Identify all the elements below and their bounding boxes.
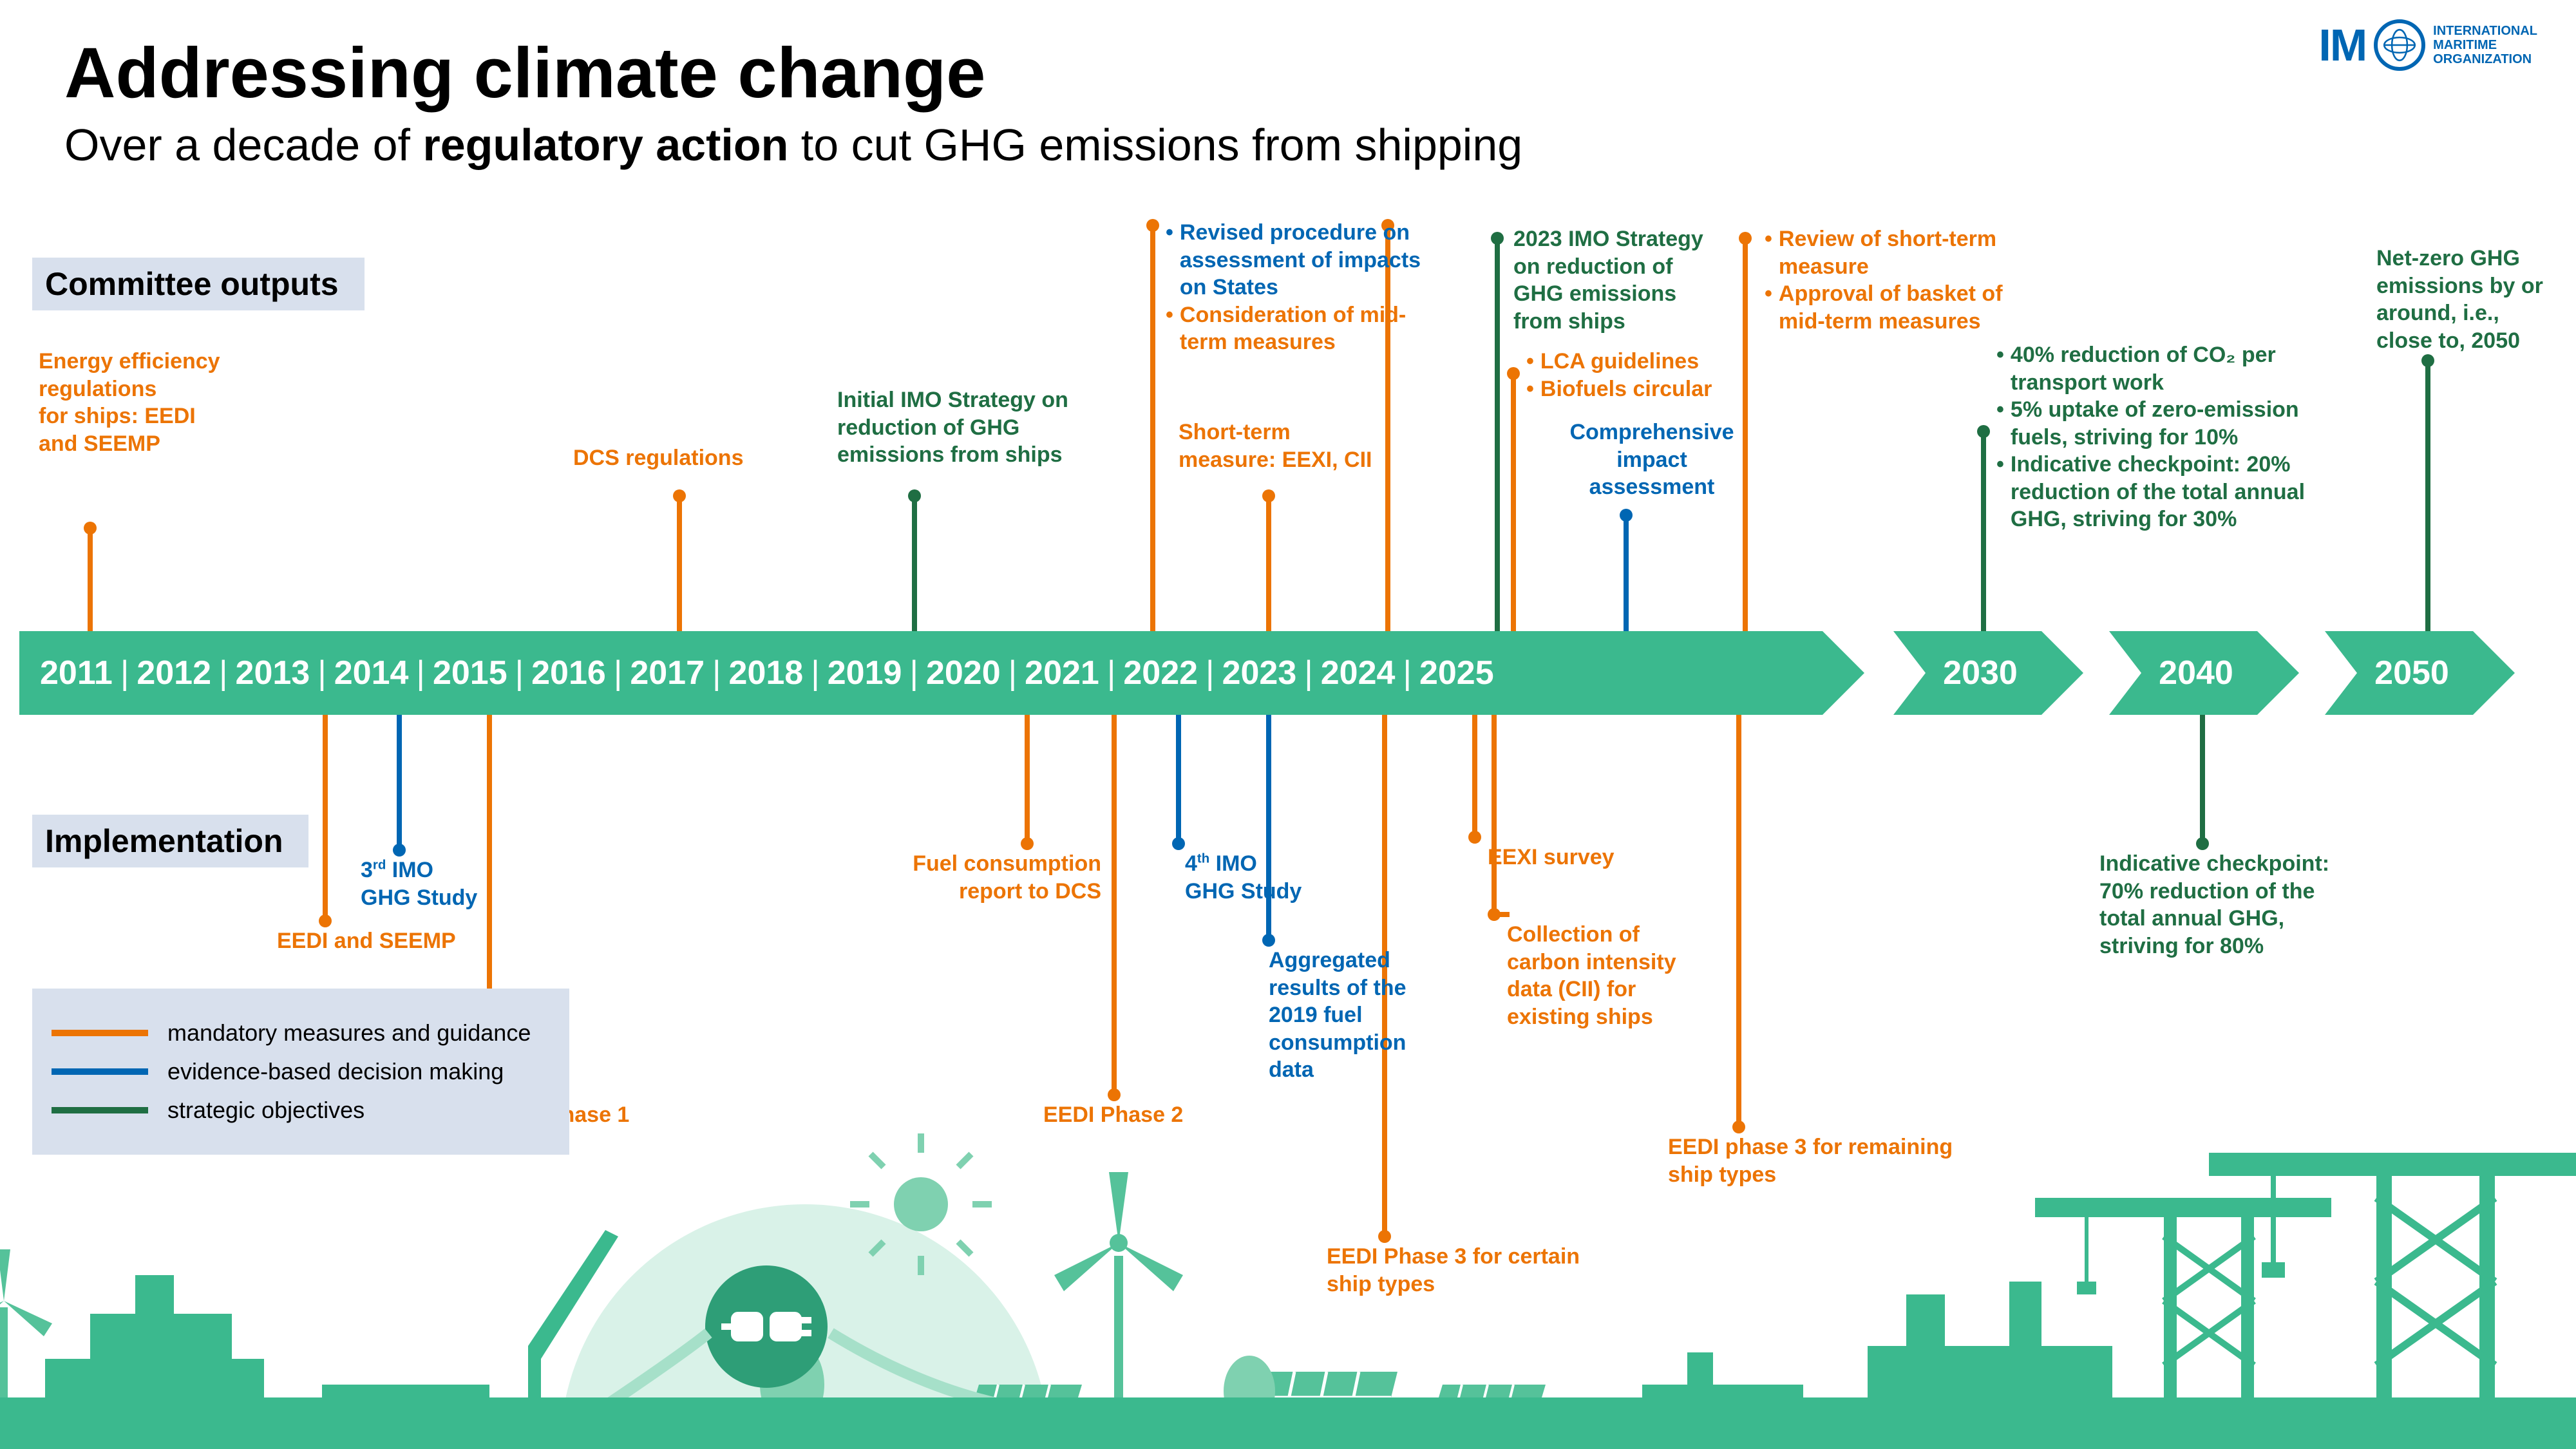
annotation-stem-a-2050-netzero (2425, 361, 2430, 631)
year-separator: | (712, 654, 721, 692)
annotation-stem-a-2016-dcs (677, 496, 682, 631)
timeline-year-2015: 2015 (425, 654, 515, 692)
timeline-year-2017: 2017 (622, 654, 712, 692)
annotation-stem-a-2020-revised (1150, 225, 1155, 631)
annotation-a-2020-revised: •Revised procedure on assessment of impa… (1166, 219, 1449, 356)
annotation-a-2024-impact: Comprehensiveimpactassessment (1546, 419, 1758, 501)
annotation-b-2019-fuel: Fuel consumptionreport to DCS (882, 850, 1101, 905)
year-separator: | (1403, 654, 1412, 692)
year-separator: | (219, 654, 228, 692)
annotation-a-2023-strategy: 2023 IMO Strategyon reduction ofGHG emis… (1513, 225, 1745, 335)
annotation-b-2013-eedi: EEDI and SEEMP (277, 927, 496, 955)
legend-label: mandatory measures and guidance (167, 1019, 531, 1046)
imo-tagline: INTERNATIONAL MARITIME ORGANIZATION (2433, 24, 2537, 66)
annotation-a-2023-lca: •LCA guidelines•Biofuels circular (1526, 348, 1745, 402)
annotation-a-2025-review: •Review of short-term measure•Approval o… (1765, 225, 2029, 335)
year-separator: | (1304, 654, 1313, 692)
legend-row: evidence-based decision making (52, 1058, 531, 1085)
annotation-a-2016-dcs: DCS regulations (573, 444, 805, 472)
implementation-label: Implementation (32, 815, 308, 867)
legend-swatch (52, 1107, 148, 1113)
annotation-a-2018-strategy: Initial IMO Strategy onreduction of GHGe… (837, 386, 1121, 469)
timeline-year-2023: 2023 (1215, 654, 1305, 692)
timeline-year-2016: 2016 (524, 654, 614, 692)
annotation-a-2050-netzero: Net-zero GHGemissions by oraround, i.e.,… (2376, 245, 2570, 354)
annotation-b-2023-cii: Collection ofcarbon intensitydata (CII) … (1507, 921, 1719, 1030)
year-separator: | (1206, 654, 1215, 692)
annotation-a-2030-targets: •40% reduction of CO₂ per transport work… (1996, 341, 2357, 533)
timeline-arrow-label: 2030 (1893, 631, 2067, 715)
legend-swatch (52, 1068, 148, 1075)
annotation-stem-b-2013-eedi (323, 715, 328, 921)
timeline-year-2014: 2014 (327, 654, 417, 692)
annotation-stem-a-2011 (88, 528, 93, 631)
timeline-year-2020: 2020 (918, 654, 1009, 692)
annotation-stem-a-2030-targets (1981, 431, 1986, 631)
annotation-a-2021-short: Short-termmeasure: EEXI, CII (1179, 419, 1423, 473)
timeline-year-2019: 2019 (820, 654, 910, 692)
timeline-arrow-2050: 2050 (2325, 631, 2473, 715)
annotation-b-2021-agg: Aggregatedresults of the2019 fuelconsump… (1269, 947, 1462, 1084)
committee-outputs-label: Committee outputs (32, 258, 365, 310)
timeline-year-2018: 2018 (721, 654, 811, 692)
legend-row: mandatory measures and guidance (52, 1019, 531, 1046)
imo-logo: IM INTERNATIONAL MARITIME ORGANIZATION (2318, 19, 2537, 71)
footer-band (0, 1397, 2576, 1449)
year-separator: | (811, 654, 820, 692)
annotation-stem-a-2024-impact (1624, 515, 1629, 631)
timeline-year-2012: 2012 (129, 654, 219, 692)
year-separator: | (614, 654, 623, 692)
annotation-stem-a-2018-strategy (912, 496, 917, 631)
timeline-arrow-2040: 2040 (2109, 631, 2257, 715)
annotation-stem-b-2040-checkpoint (2200, 715, 2205, 844)
legend-swatch (52, 1030, 148, 1036)
annotation-stem-b-2023-cii (1492, 715, 1497, 914)
annotation-b-2020-4thstudy: 4th IMOGHG Study (1185, 850, 1352, 905)
timeline-arrow-2030: 2030 (1893, 631, 2041, 715)
page-title: Addressing climate change (64, 32, 985, 114)
legend-label: evidence-based decision making (167, 1058, 504, 1085)
timeline-arrow-label: 2040 (2109, 631, 2283, 715)
year-separator: | (1009, 654, 1018, 692)
annotation-stem-b-2025-phase3r (1736, 715, 1741, 1127)
year-separator: | (909, 654, 918, 692)
annotation-b-2023-eexi: EEXI survey (1488, 844, 1681, 871)
timeline-year-2022: 2022 (1115, 654, 1206, 692)
annotation-stem-b-2021-agg (1266, 715, 1271, 940)
annotation-stem-b-2014-study (397, 715, 402, 850)
annotation-stem-a-2023-lca (1511, 374, 1516, 631)
timeline-year-2025: 2025 (1412, 654, 1502, 692)
annotation-stem-a-2023-strategy (1495, 238, 1500, 631)
annotation-b-2040-checkpoint: Indicative checkpoint:70% reduction of t… (2099, 850, 2370, 960)
timeline-year-2013: 2013 (228, 654, 318, 692)
annotation-stem-b-2020-4thstudy (1176, 715, 1181, 844)
page-subtitle: Over a decade of regulatory action to cu… (64, 119, 1522, 171)
timeline-year-2024: 2024 (1313, 654, 1403, 692)
year-separator: | (1107, 654, 1116, 692)
annotation-stem-b-2019-fuel (1025, 715, 1030, 844)
year-separator: | (515, 654, 524, 692)
annotation-b-2014-study: 3rd IMOGHG Study (361, 857, 528, 911)
annotation-stem-b-2023-eexi (1472, 715, 1477, 837)
year-separator: | (120, 654, 129, 692)
timeline-bar: 2011|2012|2013|2014|2015|2016|2017|2018|… (19, 631, 1823, 715)
year-separator: | (416, 654, 425, 692)
year-separator: | (317, 654, 327, 692)
timeline-year-2011: 2011 (32, 654, 120, 692)
imo-logo-icon (2374, 19, 2425, 71)
timeline-arrow-label: 2050 (2325, 631, 2499, 715)
timeline-main-segment: 2011|2012|2013|2014|2015|2016|2017|2018|… (19, 631, 1823, 715)
timeline-year-2021: 2021 (1017, 654, 1107, 692)
annotation-a-2011: Energy efficiency regulationsfor ships: … (39, 348, 270, 457)
imo-logo-text: IM (2318, 19, 2366, 71)
annotation-stem-b-2020-phase2 (1112, 715, 1117, 1095)
annotation-stem-a-2021-short (1266, 496, 1271, 631)
